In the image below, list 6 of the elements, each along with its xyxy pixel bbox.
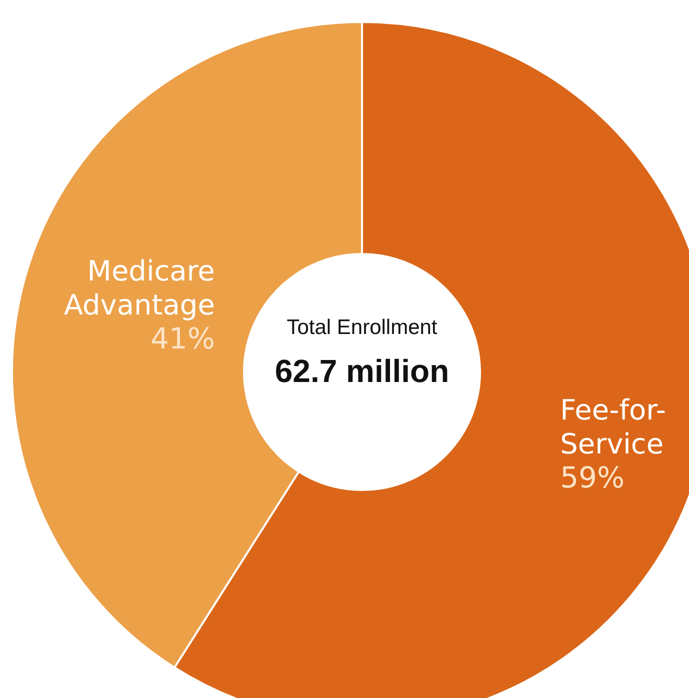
text: Total Enrollment bbox=[286, 316, 438, 339]
slice-label: Medicare Advantage bbox=[64, 254, 215, 322]
data-label: 59% bbox=[560, 460, 625, 495]
slice-label: Fee-for-Service bbox=[560, 394, 666, 461]
data-label: 41% bbox=[150, 321, 215, 356]
text: 62.7 million bbox=[274, 353, 450, 389]
